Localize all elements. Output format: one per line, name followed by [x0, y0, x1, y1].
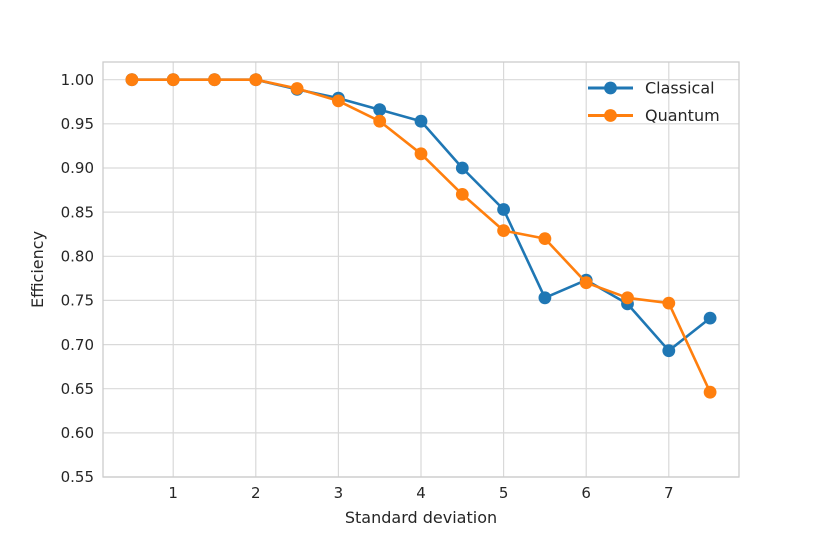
x-tick-label: 3 — [334, 484, 344, 502]
x-tick-label: 5 — [499, 484, 509, 502]
legend-marker-icon — [604, 109, 617, 122]
data-point-marker — [373, 103, 387, 117]
data-point-marker — [166, 73, 180, 87]
y-axis-label: Efficiency — [28, 231, 47, 308]
data-point-marker — [290, 82, 304, 95]
y-tick-label: 0.70 — [61, 336, 94, 354]
data-point-marker — [538, 232, 552, 246]
data-point-marker — [579, 276, 593, 290]
y-tick-label: 0.65 — [61, 380, 94, 398]
series-quantum — [125, 73, 717, 399]
y-tick-label: 0.75 — [61, 292, 94, 310]
data-point-marker — [703, 311, 717, 325]
gridlines — [103, 62, 739, 478]
data-point-marker — [538, 291, 552, 305]
data-point-marker — [455, 161, 469, 175]
data-point-marker — [662, 296, 676, 310]
data-point-marker — [455, 188, 469, 201]
x-tick-label: 1 — [168, 484, 178, 502]
data-point-marker — [125, 73, 139, 87]
y-tick-label: 0.90 — [61, 159, 94, 177]
data-point-marker — [414, 114, 428, 128]
x-tick-label: 2 — [251, 484, 261, 502]
y-tick-label: 0.95 — [61, 115, 94, 133]
y-tick-label: 1.00 — [61, 71, 94, 89]
x-tick-label: 6 — [581, 484, 591, 502]
data-point-marker — [373, 114, 387, 128]
data-point-marker — [332, 94, 345, 108]
legend-label: Quantum — [645, 106, 720, 125]
y-tick-label: 0.85 — [61, 203, 94, 221]
legend: Classical Quantum — [588, 79, 720, 125]
y-tick-label: 0.60 — [61, 424, 94, 442]
x-tick-label: 4 — [416, 484, 426, 502]
data-point-marker — [497, 203, 510, 216]
x-tick-label: 7 — [664, 484, 674, 502]
legend-label: Classical — [645, 79, 715, 98]
x-axis-label: Standard deviation — [345, 508, 497, 527]
legend-marker-icon — [604, 81, 617, 95]
data-point-marker — [208, 73, 221, 87]
data-point-marker — [414, 147, 428, 161]
data-point-marker — [662, 344, 676, 358]
data-point-marker — [249, 73, 263, 87]
data-point-marker — [497, 224, 510, 238]
data-point-marker — [703, 385, 717, 399]
data-point-marker — [621, 291, 634, 305]
y-tick-label: 0.80 — [61, 248, 94, 266]
y-tick-label: 0.55 — [61, 468, 94, 486]
plot-border — [102, 61, 740, 478]
